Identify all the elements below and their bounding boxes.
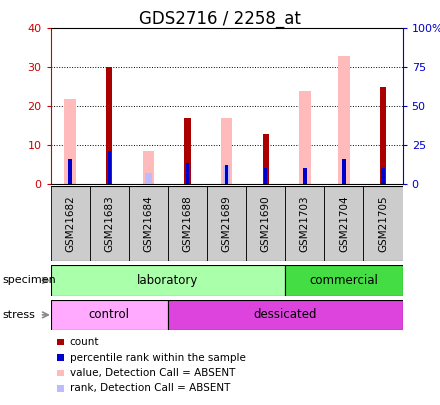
Text: GSM21703: GSM21703 (300, 196, 310, 252)
Bar (324, 186, 363, 261)
Bar (107, 151, 111, 184)
Text: stress: stress (2, 310, 35, 320)
Bar (51, 265, 285, 296)
Text: rank, Detection Call = ABSENT: rank, Detection Call = ABSENT (70, 384, 230, 393)
Bar (51, 300, 168, 330)
Bar (145, 173, 151, 184)
Bar (380, 87, 386, 184)
Text: GSM21690: GSM21690 (261, 196, 271, 252)
Bar (225, 165, 228, 184)
Bar (184, 118, 191, 184)
Text: GSM21684: GSM21684 (143, 195, 154, 252)
Text: GSM21683: GSM21683 (104, 195, 114, 252)
Text: laboratory: laboratory (137, 274, 198, 287)
Bar (264, 168, 268, 184)
Bar (363, 186, 403, 261)
Bar (303, 168, 307, 184)
Text: GSM21705: GSM21705 (378, 196, 388, 252)
Bar (51, 186, 90, 261)
Text: GDS2716 / 2258_at: GDS2716 / 2258_at (139, 10, 301, 28)
Bar (342, 159, 346, 184)
Bar (246, 186, 285, 261)
Bar (90, 186, 129, 261)
Text: GSM21689: GSM21689 (222, 195, 231, 252)
Text: specimen: specimen (2, 275, 56, 286)
Bar (106, 67, 112, 184)
Bar (285, 265, 403, 296)
Text: GSM21682: GSM21682 (65, 195, 75, 252)
Text: count: count (70, 337, 99, 347)
Bar (285, 186, 324, 261)
Text: commercial: commercial (309, 274, 378, 287)
Bar (381, 168, 385, 184)
Text: value, Detection Call = ABSENT: value, Detection Call = ABSENT (70, 368, 235, 378)
Bar (338, 55, 350, 184)
Text: percentile rank within the sample: percentile rank within the sample (70, 353, 246, 362)
Bar (186, 163, 189, 184)
Bar (263, 134, 269, 184)
Text: GSM21704: GSM21704 (339, 196, 349, 252)
Bar (221, 118, 232, 184)
Text: GSM21688: GSM21688 (183, 195, 192, 252)
Bar (143, 151, 154, 184)
Bar (224, 165, 230, 184)
Text: control: control (89, 308, 130, 322)
Bar (299, 91, 311, 184)
Bar (68, 159, 72, 184)
Bar (168, 186, 207, 261)
Bar (129, 186, 168, 261)
Text: dessicated: dessicated (253, 308, 317, 322)
Bar (184, 163, 191, 184)
Bar (168, 300, 403, 330)
Bar (207, 186, 246, 261)
Bar (64, 98, 76, 184)
